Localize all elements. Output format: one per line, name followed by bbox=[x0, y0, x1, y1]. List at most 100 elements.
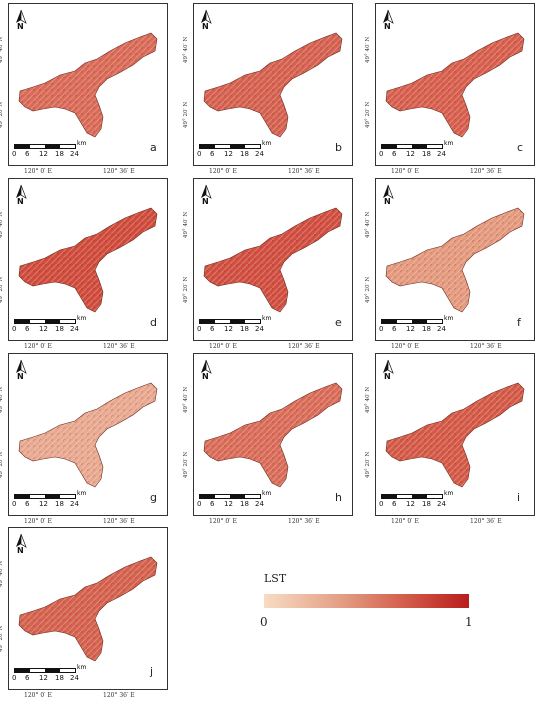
north-arrow-icon bbox=[383, 184, 394, 199]
north-label: N bbox=[17, 546, 24, 555]
map-panel-b: N 49° 40′ N 49° 20′ N km 0 6 12 18 24 bbox=[183, 3, 355, 175]
lon-label-left: 120° 0′ E bbox=[24, 168, 52, 175]
lon-label-left: 120° 0′ E bbox=[391, 518, 419, 525]
lst-map bbox=[385, 382, 525, 488]
north-label: N bbox=[202, 372, 209, 381]
panel-letter: b bbox=[335, 141, 342, 154]
north-arrow-icon bbox=[201, 184, 212, 199]
north-arrow-icon bbox=[201, 359, 212, 374]
study-area-shape bbox=[385, 32, 525, 138]
scale-bar bbox=[14, 494, 76, 499]
lst-map bbox=[18, 556, 158, 662]
lst-legend: LST 0 1 bbox=[255, 572, 485, 632]
north-arrow-icon bbox=[16, 9, 27, 24]
map-panel-j: N 49° 40′ N 49° 20′ N km 0 6 12 18 24 bbox=[0, 527, 170, 699]
scale-unit: km bbox=[262, 490, 272, 497]
study-area-shape bbox=[18, 207, 158, 313]
lst-map bbox=[385, 207, 525, 313]
lat-label-bottom: 49° 20′ N bbox=[365, 276, 371, 303]
north-arrow-icon bbox=[16, 184, 27, 199]
map-panel-a: N 49° 40′ N 49° 20′ N km 0 6 12 18 24 bbox=[0, 3, 170, 175]
lat-label-bottom: 49° 20′ N bbox=[183, 276, 189, 303]
lon-label-left: 120° 0′ E bbox=[24, 692, 52, 699]
scale-bar bbox=[14, 144, 76, 149]
scale-unit: km bbox=[77, 490, 87, 497]
north-label: N bbox=[17, 22, 24, 31]
scale-unit: km bbox=[444, 140, 454, 147]
lat-label-bottom: 49° 20′ N bbox=[0, 452, 4, 478]
legend-max-label: 1 bbox=[465, 615, 473, 629]
panel-letter: g bbox=[150, 491, 157, 504]
scale-unit: km bbox=[77, 140, 87, 147]
scale-bar bbox=[199, 144, 261, 149]
lon-label-right: 120° 36′ E bbox=[470, 343, 502, 350]
lat-label-bottom: 49° 20′ N bbox=[365, 101, 371, 128]
lon-label-right: 120° 36′ E bbox=[103, 692, 135, 699]
lst-map bbox=[18, 207, 158, 313]
scale-unit: km bbox=[444, 315, 454, 322]
north-label: N bbox=[384, 197, 391, 206]
lat-label-top: 49° 40′ N bbox=[183, 36, 189, 63]
lat-label-bottom: 49° 20′ N bbox=[0, 277, 4, 303]
lon-label-right: 120° 36′ E bbox=[103, 518, 135, 525]
study-area-shape bbox=[18, 382, 158, 488]
scale-unit: km bbox=[444, 490, 454, 497]
panel-letter: c bbox=[517, 141, 524, 154]
scale-bar bbox=[199, 319, 261, 324]
north-arrow-icon bbox=[383, 9, 394, 24]
panel-letter: i bbox=[517, 491, 521, 504]
panel-letter: a bbox=[150, 141, 157, 154]
north-label: N bbox=[17, 197, 24, 206]
scale-bar bbox=[381, 319, 443, 324]
map-panel-g: N 49° 40′ N 49° 20′ N km 0 6 12 18 24 bbox=[0, 353, 170, 525]
lon-label-left: 120° 0′ E bbox=[391, 343, 419, 350]
lon-label-right: 120° 36′ E bbox=[288, 518, 320, 525]
panel-letter: e bbox=[335, 316, 342, 329]
north-arrow-icon bbox=[16, 533, 27, 548]
scale-unit: km bbox=[262, 140, 272, 147]
north-arrow-icon bbox=[16, 359, 27, 374]
lon-label-left: 120° 0′ E bbox=[209, 168, 237, 175]
lat-label-bottom: 49° 20′ N bbox=[0, 626, 4, 652]
study-area-shape bbox=[203, 382, 343, 488]
lat-label-top: 49° 40′ N bbox=[183, 211, 189, 238]
lat-label-bottom: 49° 20′ N bbox=[0, 102, 4, 128]
lst-map bbox=[385, 32, 525, 138]
study-area-shape bbox=[385, 207, 525, 313]
scale-bar bbox=[381, 494, 443, 499]
map-panel-i: N 49° 40′ N 49° 20′ N km 0 6 12 18 24 bbox=[365, 353, 537, 525]
scale-bar bbox=[381, 144, 443, 149]
lat-label-top: 49° 40′ N bbox=[0, 561, 4, 587]
map-panel-h: N 49° 40′ N 49° 20′ N km 0 6 12 18 24 bbox=[183, 353, 355, 525]
panel-letter: d bbox=[150, 316, 157, 329]
lon-label-left: 120° 0′ E bbox=[209, 343, 237, 350]
study-area-shape bbox=[18, 556, 158, 662]
scale-bar bbox=[199, 494, 261, 499]
lat-label-bottom: 49° 20′ N bbox=[183, 451, 189, 478]
lat-label-top: 49° 40′ N bbox=[0, 212, 4, 238]
map-panel-e: N 49° 40′ N 49° 20′ N km 0 6 12 18 24 bbox=[183, 178, 355, 350]
lst-map bbox=[203, 32, 343, 138]
lon-label-right: 120° 36′ E bbox=[470, 518, 502, 525]
lst-map bbox=[18, 382, 158, 488]
scale-unit: km bbox=[77, 315, 87, 322]
panel-letter: j bbox=[150, 665, 154, 678]
study-area-shape bbox=[385, 382, 525, 488]
lst-map bbox=[203, 207, 343, 313]
lat-label-top: 49° 40′ N bbox=[183, 386, 189, 413]
legend-colorbar bbox=[264, 594, 469, 608]
north-label: N bbox=[202, 22, 209, 31]
lon-label-right: 120° 36′ E bbox=[470, 168, 502, 175]
study-area-shape bbox=[203, 32, 343, 138]
scale-unit: km bbox=[262, 315, 272, 322]
study-area-shape bbox=[203, 207, 343, 313]
map-panel-d: N 49° 40′ N 49° 20′ N km 0 6 12 18 24 bbox=[0, 178, 170, 350]
panel-letter: f bbox=[517, 316, 521, 329]
north-label: N bbox=[384, 372, 391, 381]
lon-label-left: 120° 0′ E bbox=[24, 518, 52, 525]
scale-bar bbox=[14, 668, 76, 673]
lat-label-top: 49° 40′ N bbox=[0, 37, 4, 63]
lon-label-left: 120° 0′ E bbox=[391, 168, 419, 175]
lon-label-right: 120° 36′ E bbox=[103, 168, 135, 175]
lst-map bbox=[203, 382, 343, 488]
